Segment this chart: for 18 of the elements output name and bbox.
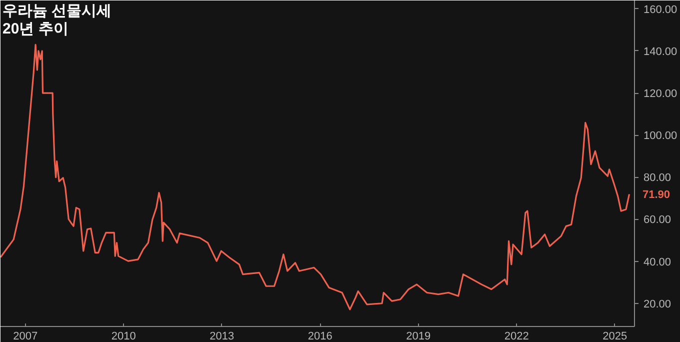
y-tick-label: 120.00 <box>644 88 678 100</box>
y-tick-label: 40.00 <box>644 256 672 268</box>
y-tick-label: 80.00 <box>644 172 672 184</box>
y-tick-label: 60.00 <box>644 214 672 226</box>
x-tick-label: 2025 <box>602 330 628 342</box>
text: 71.90 <box>642 189 670 202</box>
y-tick-label: 100.00 <box>644 130 678 142</box>
y-tick-label: 20.00 <box>644 298 672 310</box>
y-tick-label: 160.00 <box>644 4 678 16</box>
x-tick-label: 2016 <box>308 330 332 342</box>
x-tick-label: 2010 <box>111 330 136 342</box>
text: 우라늄 선물시세 20년 추이 <box>2 2 112 38</box>
x-tick-label: 2022 <box>504 330 529 342</box>
y-tick-label: 140.00 <box>644 46 678 58</box>
x-tick-label: 2013 <box>210 330 234 342</box>
line-series <box>0 44 630 310</box>
x-tick-label: 2007 <box>13 330 38 342</box>
x-tick-label: 2019 <box>406 330 431 342</box>
